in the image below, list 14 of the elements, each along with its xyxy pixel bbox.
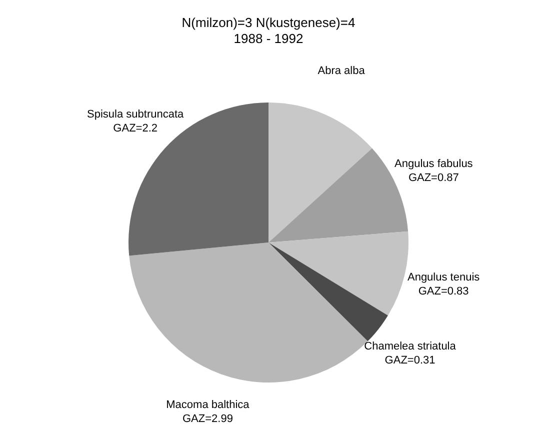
pie-slice (268, 242, 388, 342)
slice-label: Angulus fabulus (394, 158, 474, 170)
data-label: GAZ=0.83 (418, 285, 469, 298)
data-label: GAZ=0.31 (384, 354, 436, 367)
chart-title: N(milzon)=3 N(kustgenese)=4 (182, 15, 356, 30)
chart-subtitle: 1988 - 1992 (234, 31, 304, 46)
slice-label: Abra alba (318, 64, 366, 77)
slice-label: Chamelea striatula (364, 340, 457, 353)
slice-label: Macoma balthica (166, 398, 250, 411)
slice-label: Spisula subtruncata (87, 108, 185, 120)
data-label: GAZ=0.87 (408, 172, 459, 184)
slice-label: Angulus tenuis (407, 271, 480, 284)
data-label: GAZ=2.99 (182, 412, 233, 425)
data-label: GAZ=2.2 (113, 122, 158, 134)
